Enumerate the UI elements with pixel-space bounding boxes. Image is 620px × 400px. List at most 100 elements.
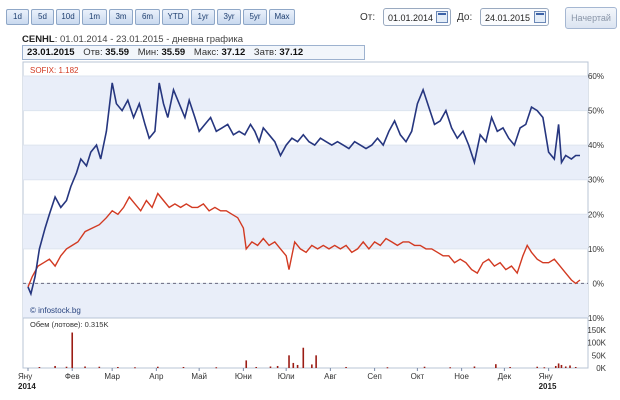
volume-bar: [536, 366, 539, 368]
volume-bar: [574, 366, 577, 368]
to-date-input[interactable]: 24.01.2015: [480, 8, 549, 26]
x-tick-year-label: 2014: [18, 382, 36, 391]
volume-bar: [449, 367, 452, 369]
volume-bar: [84, 366, 86, 368]
y-tick-label: 40%: [588, 141, 604, 150]
range-button-3yr[interactable]: 3yr: [217, 9, 241, 25]
quote-bar: 23.01.2015 Отв: 35.59 Мин: 35.59 Макс: 3…: [22, 45, 365, 60]
volume-bar: [315, 355, 317, 368]
watermark: © infostock.bg: [30, 306, 81, 315]
volume-bar: [269, 366, 272, 368]
quote-date: 23.01.2015: [27, 47, 75, 58]
draw-button[interactable]: Начертай: [565, 7, 617, 29]
volume-bar: [215, 367, 218, 369]
symbol: CENHL: [22, 34, 55, 45]
volume-tick-label: 50K: [592, 351, 607, 360]
volume-bar: [245, 360, 248, 368]
open-label: Отв:: [83, 47, 103, 58]
grid-band: [23, 76, 588, 111]
x-tick-label: Ное: [454, 372, 469, 381]
range-button-ytd[interactable]: YTD: [162, 9, 189, 25]
volume-bar: [554, 365, 557, 368]
y-tick-label: 20%: [588, 210, 604, 219]
range-button-5d[interactable]: 5d: [31, 9, 54, 25]
volume-bar: [117, 366, 119, 368]
x-tick-label: Апр: [149, 372, 164, 381]
volume-bar: [386, 367, 389, 369]
volume-bar: [557, 363, 560, 368]
grid-band: [23, 145, 588, 180]
x-tick-label: Фев: [65, 372, 80, 381]
volume-bar: [134, 367, 136, 369]
volume-bar: [156, 366, 159, 368]
volume-bar: [71, 332, 74, 368]
min-value: 35.59: [161, 47, 186, 58]
volume-bar: [543, 367, 546, 369]
volume-bar: [182, 366, 185, 368]
x-tick-label: Яну: [18, 372, 32, 381]
volume-bar: [302, 347, 305, 368]
range-button-1yr[interactable]: 1yr: [191, 9, 215, 25]
volume-bar: [560, 364, 563, 368]
x-tick-label: Сеп: [367, 372, 382, 381]
range-button-6m[interactable]: 6m: [135, 9, 160, 25]
y-tick-label: 10%: [588, 245, 604, 254]
volume-bar: [98, 366, 101, 368]
max-label: Макс:: [193, 47, 219, 58]
calendar-icon[interactable]: [534, 11, 546, 23]
volume-plot-frame: [22, 317, 589, 369]
toolbar: 1d 5d 10d 1m 3m 6m YTD 1yr 3yr 5yr Max От: 01.01.2…: [0, 0, 620, 34]
open-value: 35.59: [105, 47, 130, 58]
series-line-sofix: [27, 192, 581, 288]
x-tick-label: Мар: [104, 372, 120, 381]
grid-band: [23, 283, 588, 318]
volume-tick-label: 100K: [587, 339, 606, 348]
volume-label: Обем (лотове): 0.315K: [30, 320, 108, 329]
volume-bar: [564, 366, 567, 368]
grid-band: [23, 214, 588, 249]
x-tick-year-label: 2015: [539, 382, 557, 391]
range-button-max[interactable]: Max: [269, 9, 295, 25]
volume-bar: [38, 366, 41, 368]
range-button-3m[interactable]: 3m: [109, 9, 133, 25]
volume-bar: [473, 366, 476, 368]
to-date-value: 24.01.2015: [485, 13, 531, 23]
close-label: Затв:: [253, 47, 277, 58]
x-tick-label: Дек: [498, 372, 512, 381]
close-value: 37.12: [279, 47, 304, 58]
volume-bar: [345, 366, 347, 368]
x-tick-label: Юни: [235, 372, 252, 381]
chart-title: CENHL: 01.01.2014 - 23.01.2015 - дневна …: [22, 34, 243, 45]
volume-bar: [569, 365, 571, 368]
y-tick-label: -10%: [585, 314, 604, 323]
range-button-10d[interactable]: 10d: [56, 9, 80, 25]
volume-bar: [288, 355, 290, 368]
calendar-icon[interactable]: [436, 11, 448, 23]
from-date-value: 01.01.2014: [388, 13, 434, 23]
volume-bar: [65, 366, 68, 368]
x-tick-label: Окт: [411, 372, 425, 381]
x-tick-label: Юли: [278, 372, 295, 381]
volume-tick-label: 0K: [596, 364, 606, 373]
x-tick-label: Яну: [539, 372, 553, 381]
volume-bar: [255, 366, 258, 368]
max-value: 37.12: [221, 47, 246, 58]
x-tick-label: Май: [191, 372, 207, 381]
volume-bar: [311, 364, 313, 368]
main-plot-frame: [22, 61, 589, 319]
volume-bar: [54, 365, 56, 368]
x-tick-label: Авг: [324, 372, 337, 381]
min-label: Мин:: [137, 47, 159, 58]
from-date-input[interactable]: 01.01.2014: [383, 8, 451, 26]
range-button-5yr[interactable]: 5yr: [243, 9, 267, 25]
volume-bar: [276, 365, 279, 368]
volume-bar: [292, 362, 295, 368]
range-button-1m[interactable]: 1m: [82, 9, 107, 25]
range-button-1d[interactable]: 1d: [6, 9, 29, 25]
sofix-label: SOFIX: 1.182: [30, 66, 79, 75]
y-tick-label: 60%: [588, 72, 604, 81]
y-tick-label: 50%: [588, 107, 604, 116]
y-tick-label: 0%: [592, 279, 604, 288]
to-label: До:: [457, 12, 473, 23]
y-tick-label: 30%: [588, 176, 604, 185]
